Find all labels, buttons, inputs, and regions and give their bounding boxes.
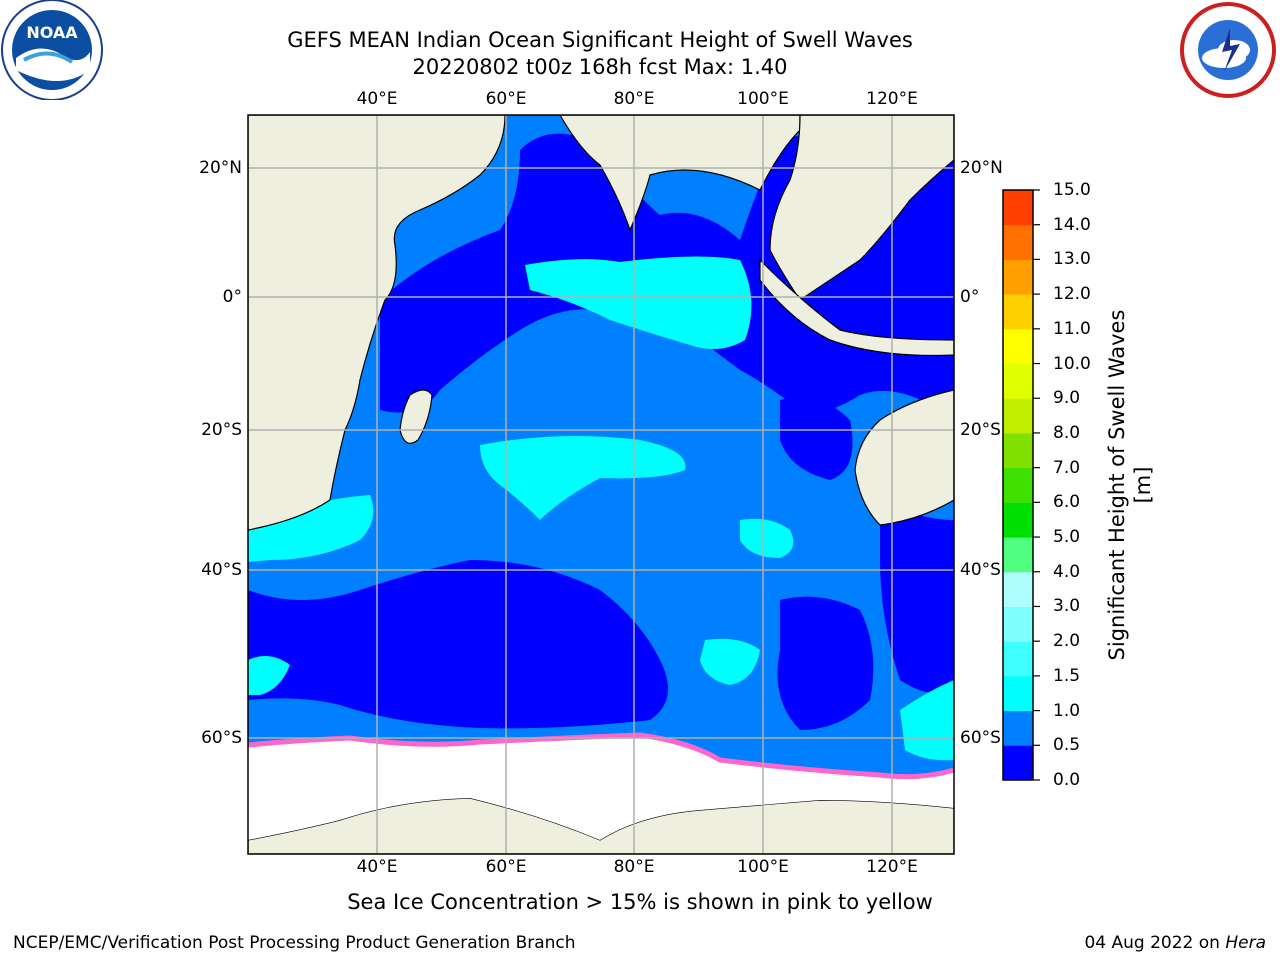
footer-date: 04 Aug 2022 on Hera: [1084, 933, 1266, 953]
colorbar-frame: [1002, 189, 1034, 781]
colorbar-segment: [1003, 363, 1033, 399]
left-lat-label: 40°S: [201, 560, 242, 580]
colorbar-segment: [1003, 224, 1033, 260]
bottom-lon-label: 60°E: [485, 857, 527, 877]
colorbar-segment: [1003, 606, 1033, 642]
colorbar-segment: [1003, 467, 1033, 503]
colorbar-tick-label: 13.0: [1053, 249, 1091, 270]
bottom-lon-label: 80°E: [613, 857, 655, 877]
sea-ice-caption: Sea Ice Concentration > 15% is shown in …: [347, 890, 933, 914]
colorbar-tick-label: 15.0: [1053, 180, 1091, 200]
top-lon-label: 100°E: [737, 89, 789, 109]
colorbar-tick-label: 11.0: [1053, 318, 1091, 339]
colorbar-tick-label: 12.0: [1053, 284, 1091, 305]
sea-ice: [248, 735, 954, 840]
right-lat-label: 0°: [960, 287, 980, 307]
top-lon-label: 40°E: [356, 89, 398, 109]
bottom-lon-label: 120°E: [866, 857, 918, 877]
colorbar-tick-label: 4.0: [1053, 561, 1081, 582]
colorbar-tick-label: 0.0: [1053, 770, 1081, 790]
colorbar-tick-label: 1.5: [1053, 665, 1081, 686]
left-lat-label: 60°S: [201, 728, 242, 748]
right-lat-label: 20°N: [960, 158, 1003, 178]
right-lat-label: 40°S: [960, 560, 1001, 580]
colorbar-tick-label: 14.0: [1053, 214, 1091, 235]
colorbar-segment: [1003, 398, 1033, 434]
colorbar-segment: [1003, 675, 1033, 712]
colorbar-tick-label: 1.0: [1053, 700, 1081, 721]
noaa-logo: NOAA: [1, 0, 103, 100]
bottom-lon-label: 40°E: [356, 857, 398, 877]
colorbar-tick-label: 6.0: [1053, 492, 1081, 513]
colorbar-segment: [1003, 710, 1033, 746]
colorbar-segment: [1003, 502, 1033, 538]
footer-date-text: 04 Aug 2022 on: [1084, 933, 1226, 953]
map-title: GEFS MEAN Indian Ocean Significant Heigh…: [287, 28, 913, 52]
colorbar-title: Significant Height of Swell Waves [m]: [1105, 309, 1155, 661]
colorbar-segment: [1003, 328, 1033, 365]
swell-high-regions: [248, 256, 954, 761]
top-lon-label: 120°E: [866, 89, 918, 109]
colorbar-tick-label: 9.0: [1053, 388, 1081, 409]
footer-branch: NCEP/EMC/Verification Post Processing Pr…: [13, 933, 576, 953]
map-frame: [247, 114, 955, 855]
top-lon-label: 60°E: [485, 89, 527, 109]
colorbar-tick-label: 2.0: [1053, 631, 1081, 652]
bottom-lon-label: 100°E: [737, 857, 789, 877]
left-lat-label: 20°N: [199, 158, 242, 178]
left-lat-label: 20°S: [201, 420, 242, 440]
colorbar-segment: [1003, 641, 1033, 677]
colorbar-segment: [1003, 537, 1033, 573]
colorbar-tick-label: 0.5: [1053, 735, 1081, 756]
map-subtitle: 20220802 t00z 168h fcst Max: 1.40: [412, 55, 788, 79]
footer-host: Hera: [1225, 933, 1266, 953]
colorbar-segment: [1003, 259, 1033, 295]
top-lon-label: 80°E: [613, 89, 655, 109]
colorbar-segment: [1003, 190, 1033, 226]
right-lat-label: 60°S: [960, 728, 1001, 748]
right-lat-label: 20°S: [960, 420, 1001, 440]
colorbar-tick-label: 7.0: [1053, 457, 1081, 478]
colorbar-segment: [1003, 294, 1033, 330]
colorbar: [1002, 189, 1040, 781]
colorbar-segment: [1003, 571, 1033, 607]
colorbar-segment: [1003, 432, 1033, 469]
noaa-logo-text: NOAA: [26, 23, 78, 42]
colorbar-tick-label: 5.0: [1053, 527, 1081, 548]
colorbar-tick-label: 3.0: [1053, 596, 1081, 617]
graticule: [248, 115, 954, 854]
nws-logo: [1180, 2, 1276, 98]
colorbar-tick-label: 10.0: [1053, 353, 1091, 374]
colorbar-segment: [1003, 745, 1033, 781]
left-lat-label: 0°: [222, 287, 242, 307]
colorbar-tick-label: 8.0: [1053, 422, 1081, 443]
